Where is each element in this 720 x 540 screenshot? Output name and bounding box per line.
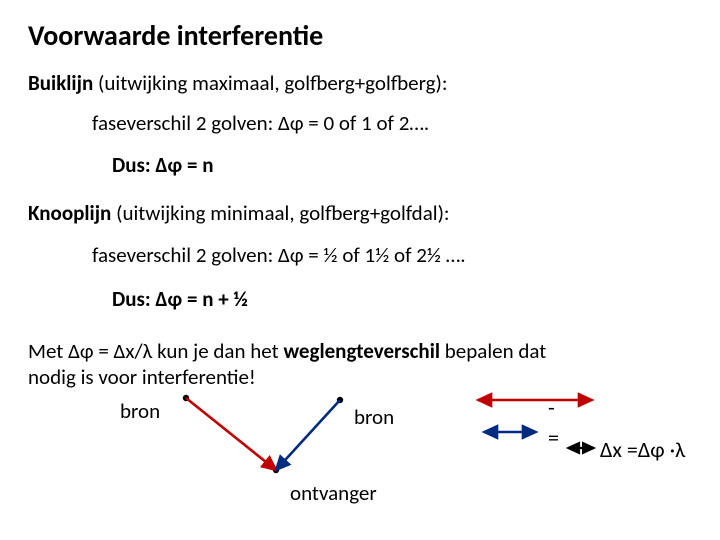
knooplijn-line: Knooplijn (uitwijking minimaal, golfberg… bbox=[28, 200, 450, 226]
buik-dus-line: Dus: Δφ = n bbox=[112, 152, 213, 178]
buiklijn-line: Buiklijn (uitwijking maximaal, golfberg+… bbox=[28, 70, 448, 96]
knoop-dus-line: Dus: Δφ = n + ½ bbox=[112, 286, 248, 312]
buik-fase-line: faseverschil 2 golven: Δφ = 0 of 1 of 2…… bbox=[92, 110, 429, 136]
slide: Voorwaarde interferentie Buiklijn (uitwi… bbox=[0, 0, 720, 540]
bron2-label: bron bbox=[354, 404, 394, 430]
dx-equation: Δx =Δφ ·λ bbox=[600, 436, 685, 463]
bron1-label: bron bbox=[120, 398, 160, 424]
met-line-2: nodig is voor interferentie! bbox=[28, 364, 256, 390]
ontvanger-label: ontvanger bbox=[290, 480, 377, 506]
arrow-bron1-ontvanger bbox=[186, 398, 276, 470]
knoop-fase-line: faseverschil 2 golven: Δφ = ½ of 1½ of 2… bbox=[92, 242, 466, 268]
minus-symbol: - bbox=[548, 394, 555, 421]
bron1-dot bbox=[183, 395, 189, 401]
equals-symbol: = bbox=[548, 424, 559, 451]
page-title: Voorwaarde interferentie bbox=[28, 18, 692, 53]
ontvanger-dot bbox=[273, 467, 279, 473]
bron2-dot bbox=[337, 397, 343, 403]
met-line-1: Met Δφ = Δx/λ kun je dan het weglengteve… bbox=[28, 338, 546, 364]
arrow-bron2-ontvanger bbox=[276, 400, 340, 470]
